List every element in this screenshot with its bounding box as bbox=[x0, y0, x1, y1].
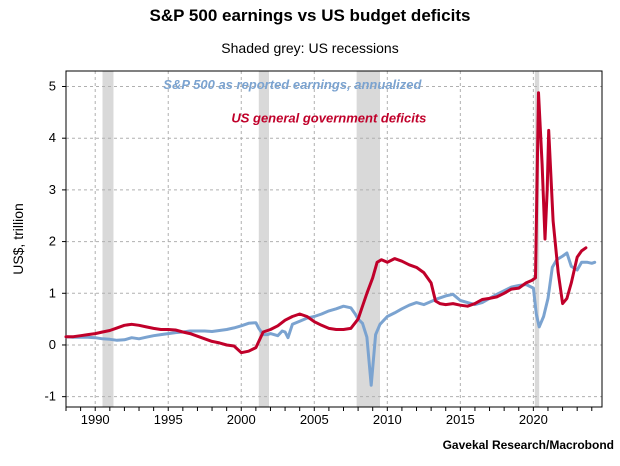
x-axis-ticks: 1990 1995 2000 2005 2010 2015 2020 bbox=[65, 407, 593, 427]
grid-lines bbox=[66, 71, 602, 407]
earnings-series-annotation: S&P 500 as reported earnings, annualized bbox=[163, 77, 422, 92]
x-tick-label: 1990 bbox=[81, 412, 110, 427]
x-tick-label: 2020 bbox=[519, 412, 548, 427]
source-label: Gavekal Research/Macrobond bbox=[442, 438, 614, 452]
series-annotations: S&P 500 as reported earnings, annualized… bbox=[163, 77, 426, 126]
x-tick-label: 2005 bbox=[300, 412, 329, 427]
deficits-series-annotation: US general government deficits bbox=[231, 111, 426, 126]
y-tick-label: 1 bbox=[49, 285, 56, 300]
chart-title: S&P 500 earnings vs US budget deficits bbox=[149, 6, 471, 25]
y-tick-label: 0 bbox=[49, 337, 56, 352]
earnings-series-line bbox=[64, 251, 597, 387]
y-tick-label: 3 bbox=[49, 182, 56, 197]
y-axis-ticks: -1 0 1 2 3 4 5 bbox=[44, 79, 66, 404]
recession-band-1 bbox=[258, 71, 270, 407]
x-tick-label: 2000 bbox=[227, 412, 256, 427]
y-tick-label: 5 bbox=[49, 79, 56, 94]
x-tick-label: 1995 bbox=[154, 412, 183, 427]
y-tick-label: -1 bbox=[44, 389, 56, 404]
deficits-series-line bbox=[64, 91, 588, 355]
recession-band-0 bbox=[102, 71, 114, 407]
y-axis-label: US$, trillion bbox=[10, 203, 26, 275]
y-tick-label: 4 bbox=[49, 130, 56, 145]
plot-frame bbox=[65, 70, 603, 408]
x-tick-label: 2010 bbox=[373, 412, 402, 427]
x-tick-label: 2015 bbox=[446, 412, 475, 427]
y-tick-label: 2 bbox=[49, 234, 56, 249]
series-lines bbox=[64, 91, 597, 387]
chart-subtitle: Shaded grey: US recessions bbox=[221, 40, 399, 56]
